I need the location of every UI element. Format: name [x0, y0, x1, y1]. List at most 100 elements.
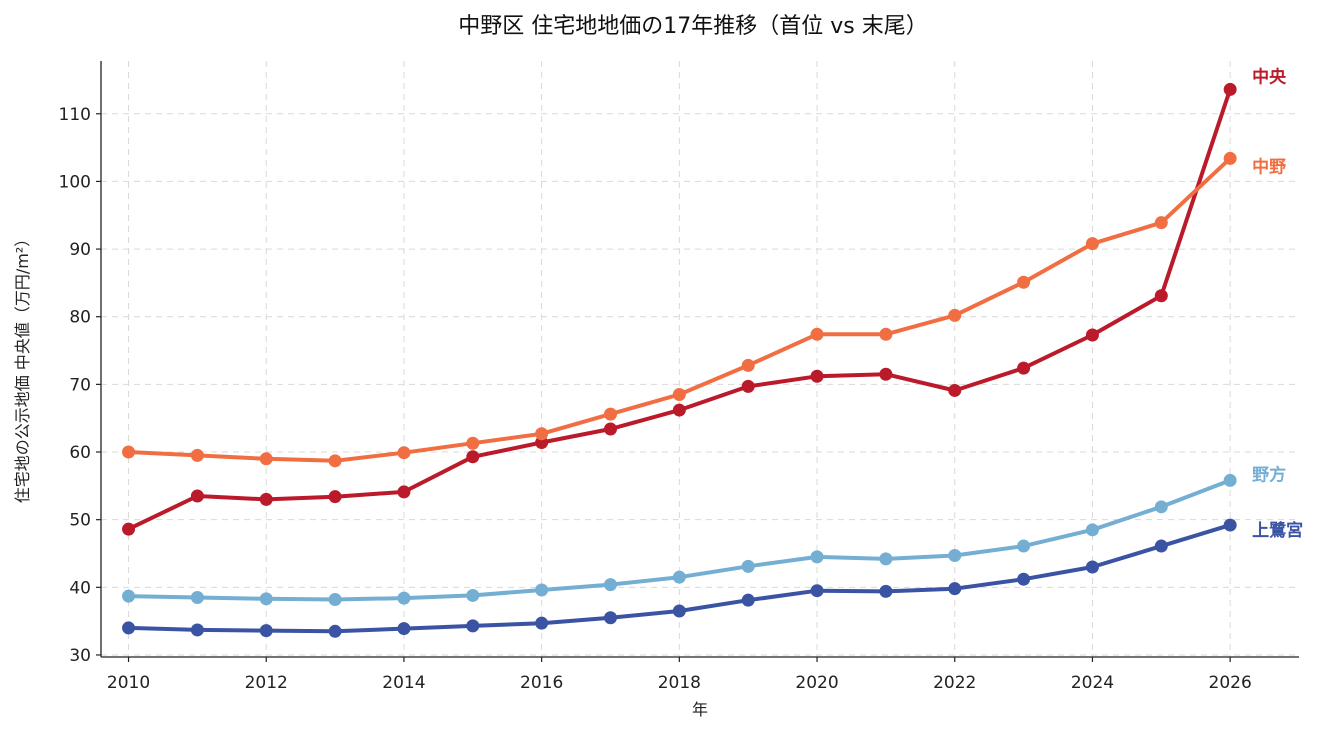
series-2 — [122, 473, 1237, 606]
data-point — [1085, 523, 1099, 537]
data-point — [1223, 151, 1237, 165]
x-tick-label: 2014 — [382, 673, 425, 693]
series-1 — [122, 151, 1237, 468]
data-point — [1154, 289, 1168, 303]
y-tick-label: 100 — [59, 172, 91, 192]
data-point — [1223, 473, 1237, 487]
series-end-label: 中央 — [1252, 66, 1287, 87]
data-point — [397, 485, 411, 499]
data-point — [672, 604, 686, 618]
data-point — [672, 403, 686, 417]
data-point — [741, 593, 755, 607]
data-point — [122, 445, 136, 459]
data-point — [397, 446, 411, 460]
data-point — [810, 584, 824, 598]
data-point — [948, 383, 962, 397]
data-point — [810, 327, 824, 341]
data-point — [535, 583, 549, 597]
data-point — [603, 407, 617, 421]
x-tick-label: 2024 — [1071, 673, 1114, 693]
y-axis-label: 住宅地の公示地価 中央値（万円/m²） — [13, 231, 32, 503]
data-point — [466, 619, 480, 633]
y-tick-label: 80 — [69, 308, 91, 328]
x-tick-label: 2022 — [933, 673, 976, 693]
series-3 — [122, 518, 1237, 638]
data-point — [672, 570, 686, 584]
data-point — [948, 308, 962, 322]
data-point — [1085, 328, 1099, 342]
y-tick-label: 40 — [69, 578, 91, 598]
data-point — [948, 582, 962, 596]
data-point — [1017, 539, 1031, 553]
ticks: 2010 2012 2014 2016 2018 2020 2022 2024 2026 30 40… — [59, 105, 1252, 693]
series-line — [126, 87, 1233, 532]
x-tick-label: 2010 — [107, 673, 150, 693]
x-tick-label: 2020 — [795, 673, 838, 693]
x-axis-label: 年 — [692, 700, 708, 719]
data-point — [466, 450, 480, 464]
data-point — [122, 589, 136, 603]
x-tick-label: 2018 — [658, 673, 701, 693]
data-point — [259, 592, 273, 606]
data-point — [741, 358, 755, 372]
data-point — [603, 578, 617, 592]
y-tick-label: 60 — [69, 443, 91, 463]
data-point — [535, 616, 549, 630]
series-end-label: 中野 — [1252, 156, 1286, 177]
y-tick-label: 90 — [69, 240, 91, 260]
data-point — [1017, 572, 1031, 586]
data-point — [1085, 560, 1099, 574]
data-point — [879, 327, 893, 341]
x-tick-label: 2026 — [1209, 673, 1252, 693]
data-point — [741, 379, 755, 393]
x-tick-label: 2016 — [520, 673, 563, 693]
series-end-label: 上鷺宮 — [1252, 520, 1303, 541]
grid — [101, 61, 1299, 657]
data-point — [535, 427, 549, 441]
data-point — [190, 489, 204, 503]
data-point — [1017, 361, 1031, 375]
data-point — [122, 621, 136, 635]
data-point — [1223, 518, 1237, 532]
data-point — [190, 448, 204, 462]
data-point — [328, 624, 342, 638]
y-tick-label: 30 — [69, 646, 91, 666]
y-tick-label: 70 — [69, 375, 91, 395]
data-point — [948, 549, 962, 563]
x-tick-label: 2012 — [245, 673, 288, 693]
data-point — [741, 559, 755, 573]
data-point — [879, 367, 893, 381]
data-point — [397, 622, 411, 636]
data-point — [466, 436, 480, 450]
y-tick-label: 50 — [69, 511, 91, 531]
data-point — [466, 588, 480, 602]
data-point — [603, 611, 617, 625]
data-point — [1223, 82, 1237, 96]
data-point — [879, 584, 893, 598]
y-tick-label: 110 — [59, 105, 91, 125]
data-point — [190, 590, 204, 604]
data-point — [328, 490, 342, 504]
data-point — [397, 591, 411, 605]
data-point — [259, 624, 273, 638]
data-point — [1154, 216, 1168, 230]
axes — [100, 61, 1299, 658]
data-point — [328, 592, 342, 606]
data-point — [810, 369, 824, 383]
series-end-label: 野方 — [1252, 464, 1286, 485]
data-point — [190, 623, 204, 637]
data-point — [328, 454, 342, 468]
data-point — [672, 388, 686, 402]
data-point — [122, 522, 136, 536]
chart-title: 中野区 住宅地地価の17年推移（首位 vs 末尾） — [458, 14, 927, 39]
data-point — [259, 452, 273, 466]
data-point — [1085, 237, 1099, 251]
data-point — [879, 552, 893, 566]
data-point — [1154, 539, 1168, 553]
data-point — [1154, 500, 1168, 514]
data-point — [259, 492, 273, 506]
series — [122, 82, 1237, 638]
